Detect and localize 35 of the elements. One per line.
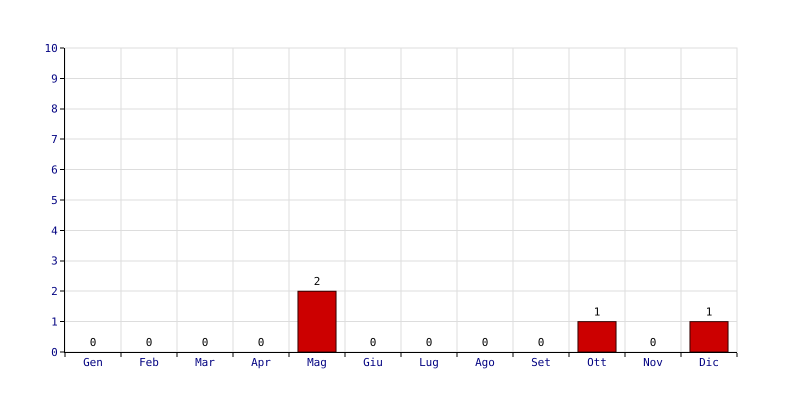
x-tick-label: Lug: [419, 356, 439, 370]
y-tick-label: 9: [51, 72, 58, 86]
x-tick-label: Gen: [83, 356, 103, 370]
y-tick-label: 2: [51, 285, 58, 298]
data-label: 0: [90, 336, 96, 349]
data-label: 0: [426, 336, 432, 349]
x-tick-label: Nov: [643, 356, 664, 370]
y-tick-label: 0: [51, 346, 58, 359]
x-tick-label: Set: [531, 356, 551, 370]
data-label: 0: [482, 336, 488, 349]
data-label: 0: [650, 336, 656, 349]
data-label: 0: [370, 336, 376, 349]
y-tick-label: 7: [51, 133, 58, 146]
y-tick-label: 4: [51, 224, 58, 238]
data-label: 0: [538, 336, 544, 349]
y-tick-label: 10: [44, 42, 58, 55]
x-tick-label: Apr: [251, 356, 272, 370]
data-label: 1: [594, 306, 600, 319]
x-tick-label: Ott: [587, 356, 607, 370]
data-label: 0: [146, 336, 152, 349]
y-tick-label: 1: [51, 315, 58, 328]
x-tick-label: Mag: [307, 356, 327, 370]
data-label: 0: [202, 336, 208, 349]
y-tick-label: 6: [51, 163, 58, 176]
y-tick-label: 8: [51, 102, 58, 116]
y-tick-label: 3: [51, 254, 58, 268]
data-label: 0: [258, 336, 264, 349]
x-tick-label: Giu: [363, 356, 383, 370]
data-label: 2: [314, 275, 320, 288]
y-tick-label: 5: [51, 194, 58, 207]
x-tick-label: Ago: [475, 356, 495, 370]
x-tick-label: Mar: [195, 356, 216, 370]
x-tick-label: Feb: [139, 356, 159, 370]
x-tick-label: Dic: [699, 356, 719, 370]
data-label: 1: [706, 306, 712, 319]
